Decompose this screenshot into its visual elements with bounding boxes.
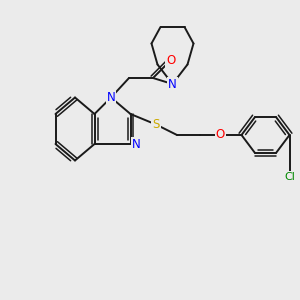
Text: Cl: Cl <box>284 172 295 182</box>
Text: S: S <box>152 118 160 131</box>
Text: N: N <box>131 137 140 151</box>
Text: N: N <box>168 77 177 91</box>
Text: O: O <box>167 54 176 67</box>
Text: N: N <box>106 91 116 104</box>
Text: O: O <box>216 128 225 142</box>
